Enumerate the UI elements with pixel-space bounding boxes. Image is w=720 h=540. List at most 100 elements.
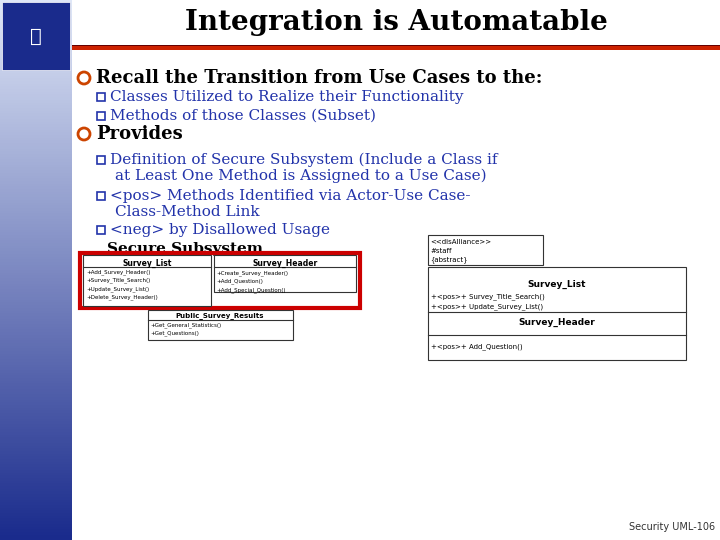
Text: +Delete_Survey_Header(): +Delete_Survey_Header() [86,295,158,300]
Bar [0,342,72,346]
Bar [0,26,72,30]
Bar [0,488,72,491]
Bar [0,329,72,332]
Bar [0,477,72,481]
Bar [0,359,72,362]
Bar [0,32,72,35]
Bar [0,404,72,408]
Bar [0,269,72,273]
Bar [0,110,72,113]
Bar [0,296,72,300]
Bar [0,72,72,76]
Text: Definition of Secure Subsystem (Include a Class if: Definition of Secure Subsystem (Include … [110,153,498,167]
Bar [0,313,72,316]
Bar [0,164,72,167]
Text: Provides: Provides [96,125,183,143]
Bar [80,253,360,308]
Bar [0,267,72,270]
Bar [0,286,72,289]
Bar [0,118,72,122]
Bar [0,21,72,24]
Bar [0,94,72,97]
Bar [0,510,72,513]
Bar [0,64,72,68]
Bar [0,83,72,86]
Text: +Get_Questions(): +Get_Questions() [150,330,199,336]
Text: +Add_Special_Question(): +Add_Special_Question() [216,287,286,293]
Bar [0,107,72,111]
Bar [0,461,72,464]
Bar [0,307,72,310]
Bar [0,278,72,281]
Bar [97,93,105,101]
Bar [0,264,72,267]
Bar [0,145,72,149]
Bar [0,442,72,446]
Bar [0,480,72,483]
Bar [0,326,72,329]
Bar [0,537,72,540]
Bar [0,153,72,157]
Text: +<pos>+ Update_Survey_List(): +<pos>+ Update_Survey_List() [431,303,543,310]
Bar [0,140,72,143]
Bar [72,0,720,45]
Bar [0,180,72,184]
Bar [0,453,72,456]
Bar [0,494,72,497]
Bar [0,386,72,389]
Text: <pos> Methods Identified via Actor-Use Case-: <pos> Methods Identified via Actor-Use C… [110,189,470,203]
Bar [0,485,72,489]
Bar [0,121,72,124]
Bar [0,175,72,178]
Bar [72,44,720,46]
Bar [0,334,72,338]
Bar [0,91,72,94]
Bar [0,288,72,292]
Bar [0,377,72,381]
Bar [0,502,72,505]
Bar [0,499,72,502]
Bar [0,429,72,432]
Bar [0,234,72,238]
Bar [0,218,72,221]
Bar [97,192,105,200]
Bar [0,305,72,308]
Bar [0,294,72,297]
Bar [0,515,72,518]
Bar [0,251,72,254]
Bar [0,458,72,462]
Bar [0,356,72,359]
Bar [0,526,72,529]
Bar [0,0,72,3]
Bar [0,394,72,397]
Bar [0,445,72,448]
Bar [0,496,72,500]
Text: Survey_List: Survey_List [528,279,586,288]
Text: Classes Utilized to Realize their Functionality: Classes Utilized to Realize their Functi… [110,90,464,104]
Bar [97,156,105,164]
Bar [0,272,72,275]
Bar [0,97,72,100]
Text: 🖥: 🖥 [30,26,42,45]
Text: +Survey_Title_Search(): +Survey_Title_Search() [86,278,150,284]
Bar [0,213,72,216]
Text: Survey_List: Survey_List [122,259,171,268]
Bar [148,310,293,340]
Bar [97,226,105,234]
Bar [0,194,72,197]
Bar [0,310,72,313]
Bar [0,2,72,5]
Bar [83,255,211,306]
Bar [0,207,72,211]
Text: +Add_Question(): +Add_Question() [216,279,263,285]
Bar [428,235,543,265]
Bar [0,504,72,508]
Bar [0,431,72,435]
Bar [0,245,72,248]
Bar [0,8,72,11]
Bar [0,426,72,429]
Bar [0,302,72,305]
Bar [0,191,72,194]
Bar [0,259,72,262]
Bar [0,105,72,108]
